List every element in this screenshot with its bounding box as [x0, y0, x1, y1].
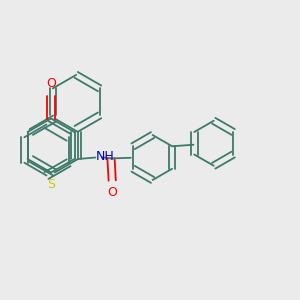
Text: O: O — [46, 77, 56, 90]
Text: NH: NH — [96, 150, 115, 163]
Text: O: O — [107, 186, 117, 199]
Text: S: S — [47, 178, 55, 191]
